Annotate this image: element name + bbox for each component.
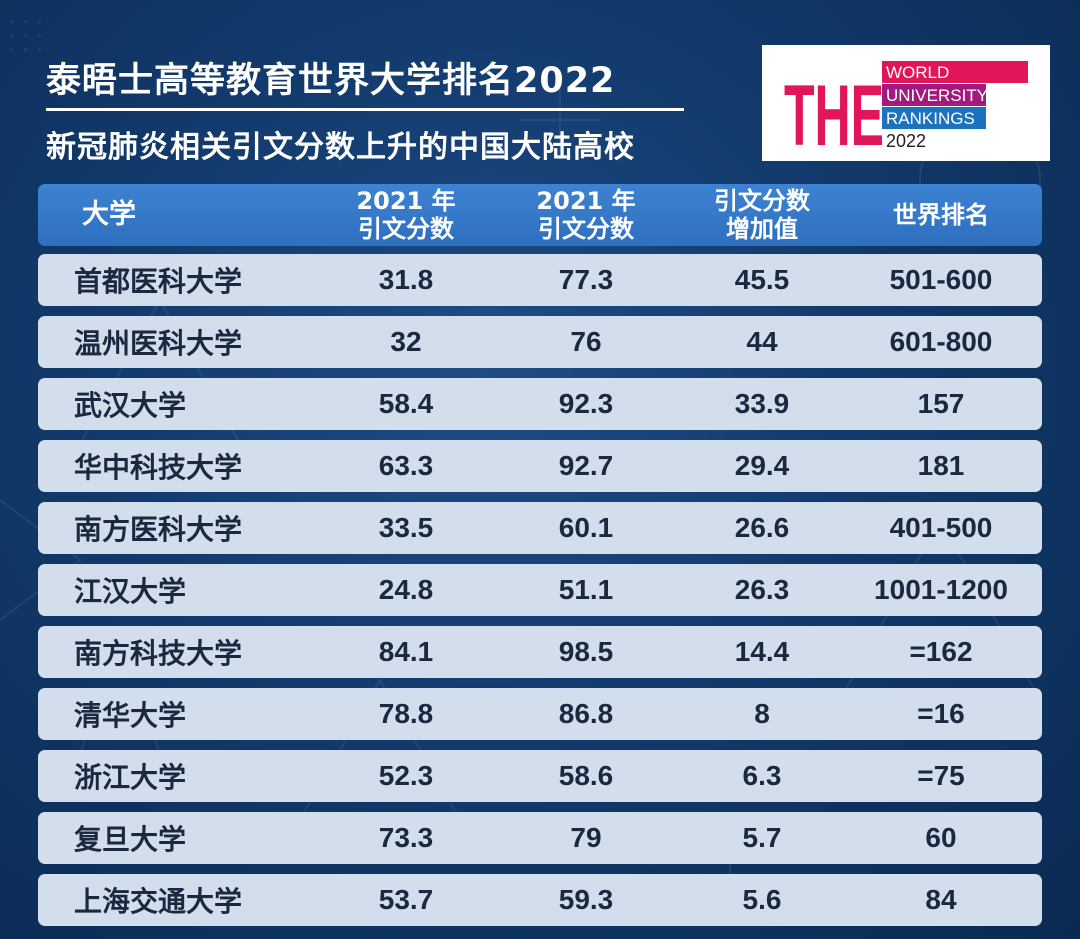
score-2021-a: 31.8 bbox=[378, 264, 434, 295]
score-2021-b: 60.1 bbox=[558, 512, 614, 543]
table-row: 南方科技大学 84.1 98.5 14.4 =162 bbox=[38, 626, 1042, 678]
score-2021-a: 78.8 bbox=[378, 698, 434, 729]
score-2021-a: 73.3 bbox=[378, 822, 434, 853]
world-rank: =162 bbox=[909, 636, 973, 667]
table-header: 大学 2021 年 引文分数 2021 年 引文分数 引文分数 增加值 世界排名 bbox=[38, 184, 1042, 246]
university-name: 温州医科大学 bbox=[74, 327, 243, 360]
score-2021-a: 84.1 bbox=[378, 636, 434, 667]
header-world-rank: 世界排名 bbox=[893, 201, 989, 229]
world-rank: 157 bbox=[917, 388, 965, 419]
header-score-2021-b: 2021 年 引文分数 bbox=[536, 187, 636, 243]
university-name: 南方科技大学 bbox=[74, 637, 243, 670]
logo-year: 2022 bbox=[886, 131, 926, 151]
table-row: 复旦大学 73.3 79 5.7 60 bbox=[38, 812, 1042, 864]
world-rank: 60 bbox=[925, 822, 957, 853]
university-name: 华中科技大学 bbox=[74, 451, 243, 484]
score-increase: 6.3 bbox=[742, 760, 782, 791]
score-2021-a: 53.7 bbox=[378, 884, 434, 915]
table-row: 华中科技大学 63.3 92.7 29.4 181 bbox=[38, 440, 1042, 492]
page-subtitle: 新冠肺炎相关引文分数上升的中国大陆高校 bbox=[46, 130, 635, 165]
score-2021-a: 24.8 bbox=[378, 574, 434, 605]
header-score-increase: 引文分数 增加值 bbox=[714, 187, 810, 243]
score-increase: 5.6 bbox=[742, 884, 782, 915]
score-increase: 33.9 bbox=[734, 388, 790, 419]
logo-letters: THE bbox=[784, 68, 884, 161]
score-2021-a: 58.4 bbox=[378, 388, 434, 419]
university-name: 首都医科大学 bbox=[74, 265, 243, 298]
logo-bar-rankings bbox=[882, 107, 986, 129]
header-score-2021-a: 2021 年 引文分数 bbox=[356, 187, 456, 243]
score-2021-a: 52.3 bbox=[378, 760, 434, 791]
score-increase: 29.4 bbox=[734, 450, 790, 481]
world-rank: 601-800 bbox=[889, 326, 993, 357]
score-increase: 45.5 bbox=[734, 264, 790, 295]
score-2021-b: 79 bbox=[570, 822, 602, 853]
world-rank: =16 bbox=[917, 698, 965, 729]
header-university: 大学 bbox=[82, 199, 136, 230]
score-2021-b: 98.5 bbox=[558, 636, 614, 667]
score-2021-b: 58.6 bbox=[558, 760, 614, 791]
university-name: 武汉大学 bbox=[74, 389, 187, 422]
score-increase: 26.3 bbox=[734, 574, 790, 605]
score-2021-b: 86.8 bbox=[558, 698, 614, 729]
world-rank: =75 bbox=[917, 760, 965, 791]
score-2021-a: 63.3 bbox=[378, 450, 434, 481]
page-title: 泰晤士高等教育世界大学排名2022 bbox=[46, 61, 616, 101]
score-increase: 44 bbox=[746, 326, 778, 357]
score-2021-a: 33.5 bbox=[378, 512, 434, 543]
logo-line-university: UNIVERSITY bbox=[886, 86, 988, 105]
score-increase: 26.6 bbox=[734, 512, 790, 543]
university-name: 复旦大学 bbox=[74, 823, 187, 856]
logo-bar-university bbox=[882, 84, 986, 106]
table-row: 首都医科大学 31.8 77.3 45.5 501-600 bbox=[38, 254, 1042, 306]
logo-bar-world bbox=[882, 61, 1028, 83]
university-name: 浙江大学 bbox=[74, 761, 187, 794]
score-increase: 14.4 bbox=[734, 636, 790, 667]
university-name: 清华大学 bbox=[74, 699, 187, 732]
world-rank: 501-600 bbox=[889, 264, 993, 295]
table-row: 清华大学 78.8 86.8 8 =16 bbox=[38, 688, 1042, 740]
score-2021-b: 77.3 bbox=[558, 264, 614, 295]
table-row: 南方医科大学 33.5 60.1 26.6 401-500 bbox=[38, 502, 1042, 554]
world-rank: 181 bbox=[917, 450, 965, 481]
table-row: 浙江大学 52.3 58.6 6.3 =75 bbox=[38, 750, 1042, 802]
title-divider bbox=[46, 108, 684, 111]
score-increase: 8 bbox=[754, 698, 770, 729]
score-2021-b: 51.1 bbox=[558, 574, 614, 605]
university-name: 南方医科大学 bbox=[74, 513, 243, 546]
world-rank: 401-500 bbox=[889, 512, 993, 543]
table-row: 上海交通大学 53.7 59.3 5.6 84 bbox=[38, 874, 1042, 926]
score-2021-b: 92.3 bbox=[558, 388, 614, 419]
score-2021-a: 32 bbox=[390, 326, 422, 357]
ranking-table: 大学 2021 年 引文分数 2021 年 引文分数 引文分数 增加值 世界排名… bbox=[38, 184, 1042, 936]
table-row: 江汉大学 24.8 51.1 26.3 1001-1200 bbox=[38, 564, 1042, 616]
score-increase: 5.7 bbox=[742, 822, 782, 853]
score-2021-b: 92.7 bbox=[558, 450, 614, 481]
logo-line-world: WORLD bbox=[886, 63, 949, 82]
logo-line-rankings: RANKINGS bbox=[886, 109, 975, 128]
score-2021-b: 76 bbox=[570, 326, 602, 357]
university-name: 江汉大学 bbox=[74, 575, 187, 608]
world-rank: 84 bbox=[925, 884, 957, 915]
world-rank: 1001-1200 bbox=[874, 574, 1008, 605]
university-name: 上海交通大学 bbox=[74, 885, 243, 918]
score-2021-b: 59.3 bbox=[558, 884, 614, 915]
the-rankings-logo: THE WORLD UNIVERSITY RANKINGS 2022 bbox=[762, 45, 1050, 161]
table-row: 武汉大学 58.4 92.3 33.9 157 bbox=[38, 378, 1042, 430]
table-row: 温州医科大学 32 76 44 601-800 bbox=[38, 316, 1042, 368]
